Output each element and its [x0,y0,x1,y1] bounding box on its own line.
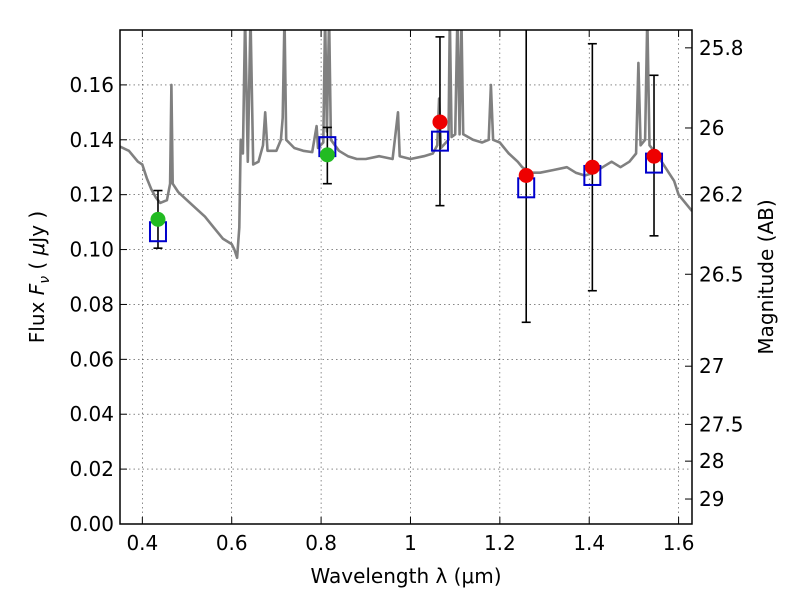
x-tick-label: 0.4 [126,531,158,555]
x-tick-label: 1.2 [484,531,516,555]
x-axis: 0.4 0.6 0.8 1 1.2 1.4 1.6 [126,30,695,555]
observed-point [150,211,166,227]
y-tick-label: 0.10 [69,238,114,262]
spectrum-line [120,30,692,260]
y-tick-label: 0.14 [69,128,114,152]
y-axis-right: 25.8 26 26.2 26.5 27 27.5 28 29 [685,36,744,511]
right-tick-label: 29 [699,487,724,511]
right-tick-label: 25.8 [699,36,744,60]
y-tick-label: 0.06 [69,347,114,371]
x-tick-label: 0.8 [305,531,337,555]
x-tick-label: 0.6 [216,531,248,555]
y-tick-label: 0.08 [69,292,114,316]
y-axis-left: 0.00 0.02 0.04 0.06 0.08 0.10 0.12 0.14 0.16 [69,73,127,536]
y-tick-label: 0.16 [69,73,114,97]
observed-photometry [150,114,662,227]
right-tick-label: 28 [699,449,724,473]
x-axis-label: Wavelength λ (μm) [310,564,501,588]
y-tick-label: 0.02 [69,457,114,481]
x-tick-label: 1.6 [663,531,695,555]
y-axis-right-label: Magnitude (AB) [754,199,778,354]
model-box [430,130,449,152]
plot-frame [119,29,693,525]
observed-point [518,167,534,183]
x-tick-label: 1 [404,531,417,555]
right-tick-label: 27 [699,354,724,378]
right-tick-label: 26.2 [699,183,744,207]
right-tick-label: 26.5 [699,262,744,286]
observed-point [646,148,662,164]
y-tick-label: 0.00 [69,512,114,536]
right-tick-label: 27.5 [699,412,744,436]
observed-point [319,147,335,163]
y-tick-label: 0.04 [69,402,114,426]
y-tick-label: 0.12 [69,183,114,207]
observed-point [432,114,448,130]
x-tick-label: 1.4 [573,531,605,555]
right-tick-label: 26 [699,116,724,140]
plot-area [120,30,692,324]
observed-point [584,159,600,175]
